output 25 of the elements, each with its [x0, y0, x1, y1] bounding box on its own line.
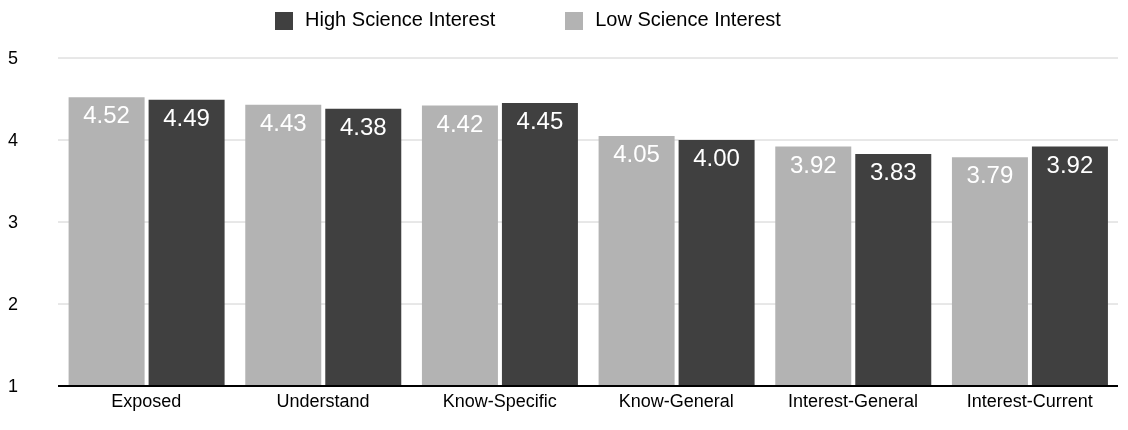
data-label: 4.42: [436, 109, 484, 137]
data-label: 3.83: [869, 157, 917, 185]
y-tick-label: 2: [8, 294, 19, 315]
legend-label: Low Science Interest: [595, 8, 781, 30]
data-label: 3.79: [966, 161, 1014, 189]
data-label: 4.45: [516, 107, 564, 135]
y-tick-label: 4: [8, 130, 19, 151]
y-tick-label: 3: [8, 212, 19, 233]
data-label: 4.49: [163, 103, 210, 131]
x-tick-label: Interest-Current: [966, 390, 1093, 411]
x-tick-label: Know-General: [618, 390, 734, 411]
data-label: 4.43: [259, 108, 307, 136]
data-label: 4.05: [613, 139, 660, 167]
x-tick-label: Exposed: [111, 390, 182, 411]
legend-label: High Science Interest: [305, 8, 496, 30]
data-label: 4.52: [83, 101, 130, 129]
data-label: 4.38: [339, 112, 387, 140]
x-tick-label: Understand: [276, 390, 370, 411]
x-tick-label: Know-Specific: [442, 390, 557, 411]
data-label: 3.92: [1046, 150, 1094, 178]
data-label: 4.00: [693, 144, 740, 171]
y-tick-label: 5: [8, 48, 19, 69]
data-label: 3.92: [789, 150, 837, 178]
x-tick-label: Interest-General: [787, 390, 919, 411]
y-tick-label: 1: [8, 376, 19, 397]
